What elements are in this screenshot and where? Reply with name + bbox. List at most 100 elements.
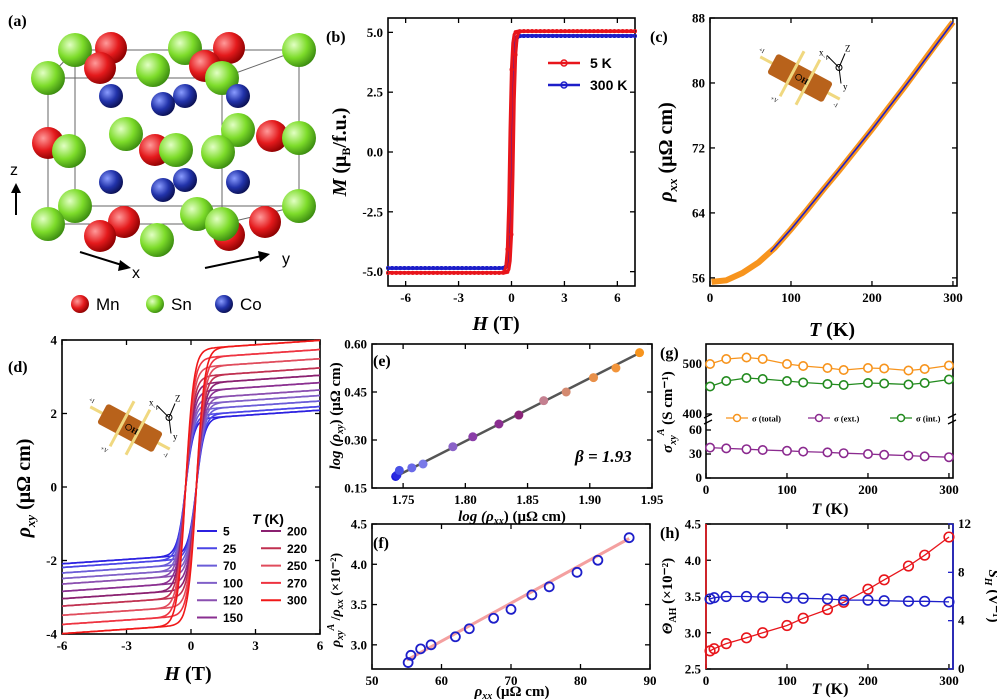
series-point	[591, 33, 596, 38]
x-tick-label: 1.90	[578, 492, 601, 507]
y-tick-label: 4.0	[685, 553, 701, 568]
series-point	[443, 270, 448, 275]
series-point	[797, 592, 809, 604]
data-point	[623, 532, 635, 544]
series-point	[919, 595, 931, 607]
series-point	[480, 266, 485, 271]
y-tick-label: 4	[51, 333, 58, 348]
series-point	[781, 445, 792, 456]
series-point	[394, 266, 399, 271]
y-tick-label: 3.0	[685, 625, 701, 640]
series-point	[571, 33, 576, 38]
coord-axes: x Zy	[819, 44, 851, 92]
series-point	[798, 360, 809, 371]
legend-label: 200	[287, 525, 307, 539]
y-tick-label: 0.0	[367, 145, 383, 160]
chart-c-resistivity: 0 100 200 300 56 64 72 80 88 T (K) ρxx (μΩ cm) H +I -…	[655, 11, 963, 342]
series-point	[513, 30, 518, 35]
sn-atom	[282, 33, 316, 67]
mn-atom	[108, 206, 140, 238]
sn-atom	[159, 133, 193, 167]
series-point	[484, 270, 489, 275]
series-line-300	[61, 339, 321, 635]
chart-e-log-scaling: 1.75 1.80 1.85 1.90 1.95 0.15 0.30 0.45 0.60 β = …	[328, 337, 664, 528]
legend-label: 150	[223, 611, 243, 625]
legend-co-label: Co	[240, 295, 262, 314]
x-axis-label: H (T)	[163, 663, 211, 685]
series-point	[919, 451, 930, 462]
x-tick-label: 300	[939, 673, 959, 688]
x-tick-label: 0	[703, 482, 710, 497]
coord-x-label: x	[819, 48, 824, 58]
series-point	[628, 29, 633, 34]
y-tick-label: 2	[51, 406, 58, 421]
y-tick-label: 56	[692, 270, 706, 285]
series-point	[484, 266, 489, 271]
y-tick-label: 0.60	[344, 337, 367, 352]
x-tick-label: 3	[252, 638, 259, 653]
panel-label-d: (d)	[8, 359, 28, 376]
co-atom	[173, 168, 197, 192]
series-point	[554, 29, 559, 34]
x-tick-label: 300	[943, 290, 963, 305]
x-axis-label: H (T)	[471, 313, 519, 335]
x-tick-label: 80	[574, 673, 587, 688]
co-atom	[226, 84, 250, 108]
data-point	[394, 465, 404, 475]
y-axis-label-right: SH (V⁻¹)	[982, 569, 997, 622]
voltage-lead	[108, 400, 136, 447]
series-point	[538, 29, 543, 34]
data-point	[468, 432, 478, 442]
series-point	[579, 33, 584, 38]
series-point	[587, 33, 592, 38]
chart-h-hall-angle: 0 100 200 300 2.5 3.0 3.5 4.0 4.5 0 4 8 12 T (K) ΘAH (…	[660, 516, 997, 698]
series-point	[410, 266, 415, 271]
axis-break	[947, 419, 957, 425]
series-point	[612, 29, 617, 34]
data-point	[418, 459, 428, 469]
series-point	[595, 29, 600, 34]
series-point	[398, 266, 403, 271]
series-point	[390, 270, 395, 275]
series-point	[822, 447, 833, 458]
series-point	[472, 266, 477, 271]
plot-frame	[371, 343, 653, 489]
y-tick-label: 3.5	[351, 597, 368, 612]
axis-x-label: x	[132, 265, 140, 282]
x-axis-label: T (K)	[809, 319, 855, 341]
data-point	[592, 554, 604, 566]
legend-label: σ (int.)	[916, 414, 941, 424]
series-point	[604, 29, 609, 34]
y-tick-label: 4.5	[685, 517, 702, 532]
legend-marker	[732, 413, 742, 423]
series-line-270	[62, 348, 320, 626]
series-point	[943, 452, 954, 463]
series-point	[418, 270, 423, 275]
series-point	[620, 29, 625, 34]
legend-label: 25	[223, 542, 237, 556]
series-point	[464, 266, 469, 271]
series-point	[705, 381, 716, 392]
panel-label-a: (a)	[8, 13, 27, 30]
x-tick-label: 6	[317, 638, 324, 653]
chart-f-ratio: 50 60 70 80 90 3.0 3.5 4.0 4.5 ρxx (μΩ cm) ρxyA /ρ…	[326, 517, 657, 700]
coord-z	[838, 53, 846, 68]
legend-marker	[560, 81, 568, 89]
series-point	[402, 270, 407, 275]
panel-label-g: (g)	[660, 345, 679, 362]
legend: 5 K 300 K	[548, 55, 627, 93]
series-point	[443, 266, 448, 271]
data-point	[448, 442, 458, 452]
series-point	[879, 449, 890, 460]
series-point	[721, 375, 732, 386]
sn-atom	[205, 61, 239, 95]
coord-z-label: Z	[845, 44, 851, 54]
y-tick-label: -4	[46, 627, 57, 642]
series-point	[439, 266, 444, 271]
y-tick-label: 64	[692, 205, 706, 220]
series-point	[903, 365, 914, 376]
series-point	[488, 266, 493, 271]
y-tick-label-right: 8	[958, 564, 965, 579]
